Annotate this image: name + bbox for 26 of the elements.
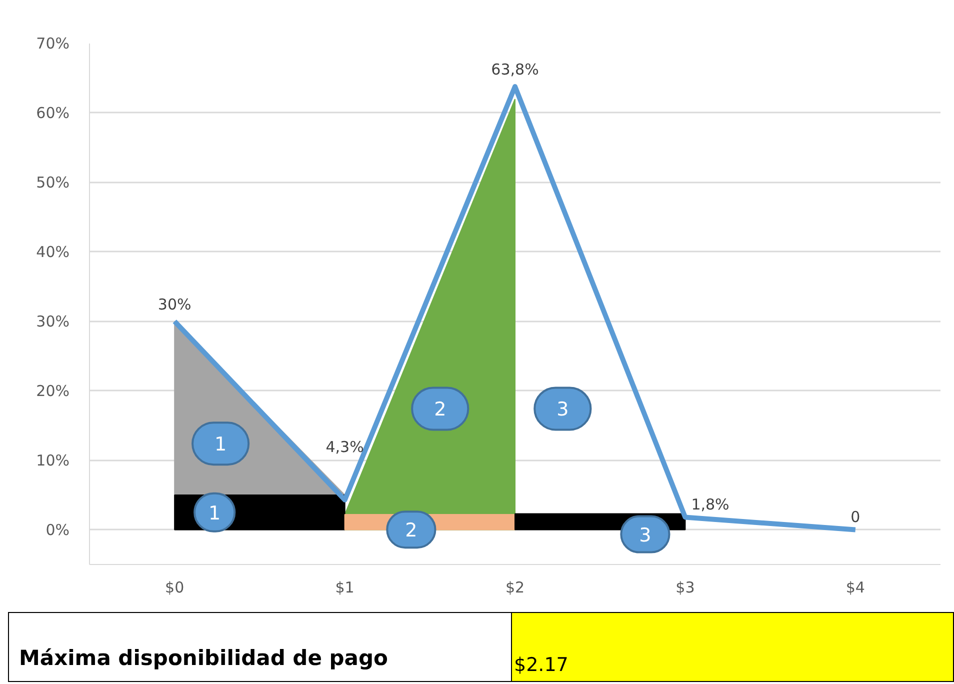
data-label: 1,8% [691, 495, 730, 514]
y-tick-label: 40% [36, 242, 70, 261]
annotation: 1 [214, 434, 227, 456]
y-tick-label: 70% [36, 34, 70, 52]
annotation: 2 [434, 398, 446, 421]
x-tick-label: $2 [505, 578, 525, 596]
text: $2.17 [512, 612, 954, 682]
x-tick-label: $1 [335, 578, 354, 596]
x-tick-label: $0 [165, 578, 184, 596]
y-tick-label: 50% [36, 173, 70, 192]
data-label: 0 [850, 508, 860, 526]
annotation: 1 [208, 502, 221, 524]
data-label: 4,3% [326, 438, 364, 456]
data-label: 30% [158, 295, 192, 314]
y-tick-label: 0% [46, 520, 70, 539]
annotation: 3 [639, 524, 652, 546]
y-tick-label: 20% [36, 382, 70, 400]
x-tick-label: $3 [676, 578, 695, 596]
y-tick-label: 10% [36, 451, 70, 470]
annotation: 2 [405, 520, 418, 542]
y-tick-label: 30% [36, 312, 70, 330]
annotation: 3 [556, 398, 569, 421]
data-label: 63,8% [491, 60, 539, 79]
y-tick-label: 60% [36, 104, 70, 122]
text: Máxima disponibilidad de pago [8, 612, 512, 682]
x-tick-label: $4 [846, 578, 865, 596]
